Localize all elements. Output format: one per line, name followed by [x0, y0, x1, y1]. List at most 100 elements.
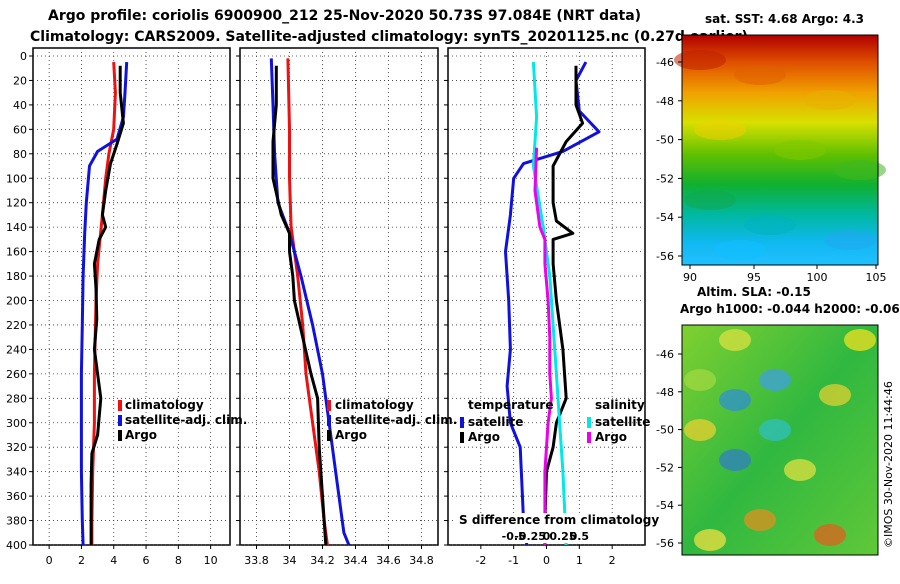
y-tick-label: 180	[6, 270, 27, 283]
y-tick-label: 40	[13, 99, 27, 112]
legend-label-sal-satellite: satellite	[595, 415, 650, 429]
sla-patch	[744, 509, 776, 531]
s-tick-label: 0.5	[570, 530, 590, 543]
sst-patch	[734, 65, 786, 85]
x-tick-label: 2	[78, 554, 85, 567]
sla-patch	[719, 329, 751, 351]
lat-tick-label: -52	[656, 461, 674, 474]
lat-tick-label: -56	[656, 250, 674, 263]
series-line-salinity-argo	[533, 147, 553, 545]
lat-tick-label: -52	[656, 172, 674, 185]
x-tick-label: 6	[143, 554, 150, 567]
sla-texture	[684, 329, 876, 551]
y-tick-label: 400	[6, 539, 27, 552]
y-tick-label: 160	[6, 246, 27, 259]
sst-patch	[804, 90, 856, 110]
y-tick-label: 20	[13, 74, 27, 87]
y-tick-label: 60	[13, 123, 27, 136]
sla-patch	[694, 529, 726, 551]
sla-axis-ticks: -46 -48 -50 -52 -54 -56	[656, 348, 682, 550]
y-tick-label: 0	[20, 50, 27, 63]
x-tick-label: 33.8	[244, 554, 269, 567]
lat-tick-label: -48	[656, 95, 674, 108]
salinity-ticks: 33.8 34 34.2 34.4 34.6 34.8	[236, 55, 434, 567]
x-tick-label: 0	[543, 554, 550, 567]
temperature-ticks: 0204060801001201401601802002202402602803…	[6, 50, 218, 567]
x-tick-label: 10	[204, 554, 218, 567]
lon-tick-label: 90	[683, 271, 697, 284]
temperature-legend: climatology satellite-adj. clim. Argo	[118, 398, 247, 442]
y-tick-label: 240	[6, 343, 27, 356]
legend-label-temp-satellite: satellite	[468, 415, 523, 429]
lon-tick-label: 100	[807, 271, 828, 284]
difference-legend: temperature satellite Argo salinity sate…	[460, 398, 650, 444]
temperature-grid	[33, 48, 230, 546]
s-tick-label: 0.25	[549, 530, 576, 543]
legend-title-temperature: temperature	[468, 398, 553, 412]
legend-swatch-satellite	[118, 415, 122, 426]
sst-map: sat. SST: 4.68 Argo: 4.3 -46 -48 -50 -52 -54…	[656, 12, 886, 284]
sla-patch	[719, 449, 751, 471]
series-line-argo	[89, 65, 125, 545]
lat-tick-label: -56	[656, 537, 674, 550]
sla-map-subtitle: Argo h1000: -0.044 h2000: -0.062	[680, 302, 900, 316]
sla-patch	[759, 369, 791, 391]
difference-panel: -2 -1 0 1 2 temperature satellite Argo salin…	[444, 47, 659, 567]
series-line-temperature-argo	[543, 65, 585, 545]
sla-map: Altim. SLA: -0.15 Argo h1000: -0.044 h20…	[656, 285, 900, 556]
y-tick-label: 120	[6, 197, 27, 210]
legend-label-climatology: climatology	[335, 398, 414, 412]
y-tick-label: 360	[6, 490, 27, 503]
sst-map-frame	[681, 34, 879, 266]
x-tick-label: 34.8	[409, 554, 434, 567]
legend-swatch-temp-argo	[460, 432, 464, 443]
legend-swatch-sal-argo	[587, 432, 591, 443]
lat-tick-label: -54	[656, 499, 674, 512]
x-tick-label: -2	[475, 554, 486, 567]
sla-patch	[814, 524, 846, 546]
lat-tick-label: -50	[656, 424, 674, 437]
sla-patch	[819, 384, 851, 406]
sla-patch	[844, 329, 876, 351]
series-line-argo	[271, 65, 328, 545]
temperature-panel: 0204060801001201401601802002202402602803…	[6, 47, 247, 567]
s-tick-label: 0	[543, 530, 551, 543]
series-line-temperature-satellite	[504, 61, 601, 545]
difference-ticks: -2 -1 0 1 2	[444, 55, 616, 567]
legend-swatch-sal-satellite	[587, 417, 591, 428]
s-tick-label: -0.5	[502, 530, 526, 543]
legend-swatch-climatology	[327, 400, 331, 411]
legend-swatch-climatology	[118, 400, 122, 411]
series-line-salinity-satellite	[531, 62, 568, 545]
lat-tick-label: -46	[656, 56, 674, 69]
series-line-satellite-adj-clim-	[79, 62, 129, 545]
x-tick-label: 34	[283, 554, 297, 567]
y-tick-label: 340	[6, 466, 27, 479]
temperature-series	[79, 62, 129, 545]
x-tick-label: 2	[609, 554, 616, 567]
y-tick-label: 260	[6, 368, 27, 381]
sst-patch	[714, 240, 766, 260]
x-tick-label: 4	[110, 554, 117, 567]
sla-patch	[784, 459, 816, 481]
y-tick-label: 100	[6, 172, 27, 185]
difference-series	[504, 61, 601, 545]
lat-tick-label: -54	[656, 211, 674, 224]
header-title: Argo profile: coriolis 6900900_212 25-No…	[48, 8, 641, 24]
legend-swatch-satellite	[327, 415, 331, 426]
lon-tick-label: 105	[866, 271, 887, 284]
s-axis-ticks: -0.5-0.250 0.250.5	[502, 530, 589, 543]
y-tick-label: 220	[6, 319, 27, 332]
sst-axis-ticks: -46 -48 -50 -52 -54 -56 90 95 100 105	[656, 56, 886, 284]
y-tick-label: 320	[6, 441, 27, 454]
series-line-satellite-adj-clim-	[269, 58, 351, 545]
legend-swatch-temp-satellite	[460, 417, 464, 428]
sst-patch	[744, 215, 796, 235]
lon-tick-label: 95	[747, 271, 761, 284]
y-tick-label: 200	[6, 295, 27, 308]
x-tick-label: 34.2	[310, 554, 335, 567]
salinity-panel-frame	[239, 47, 439, 546]
temperature-panel-frame	[32, 47, 231, 546]
salinity-series	[269, 58, 351, 545]
